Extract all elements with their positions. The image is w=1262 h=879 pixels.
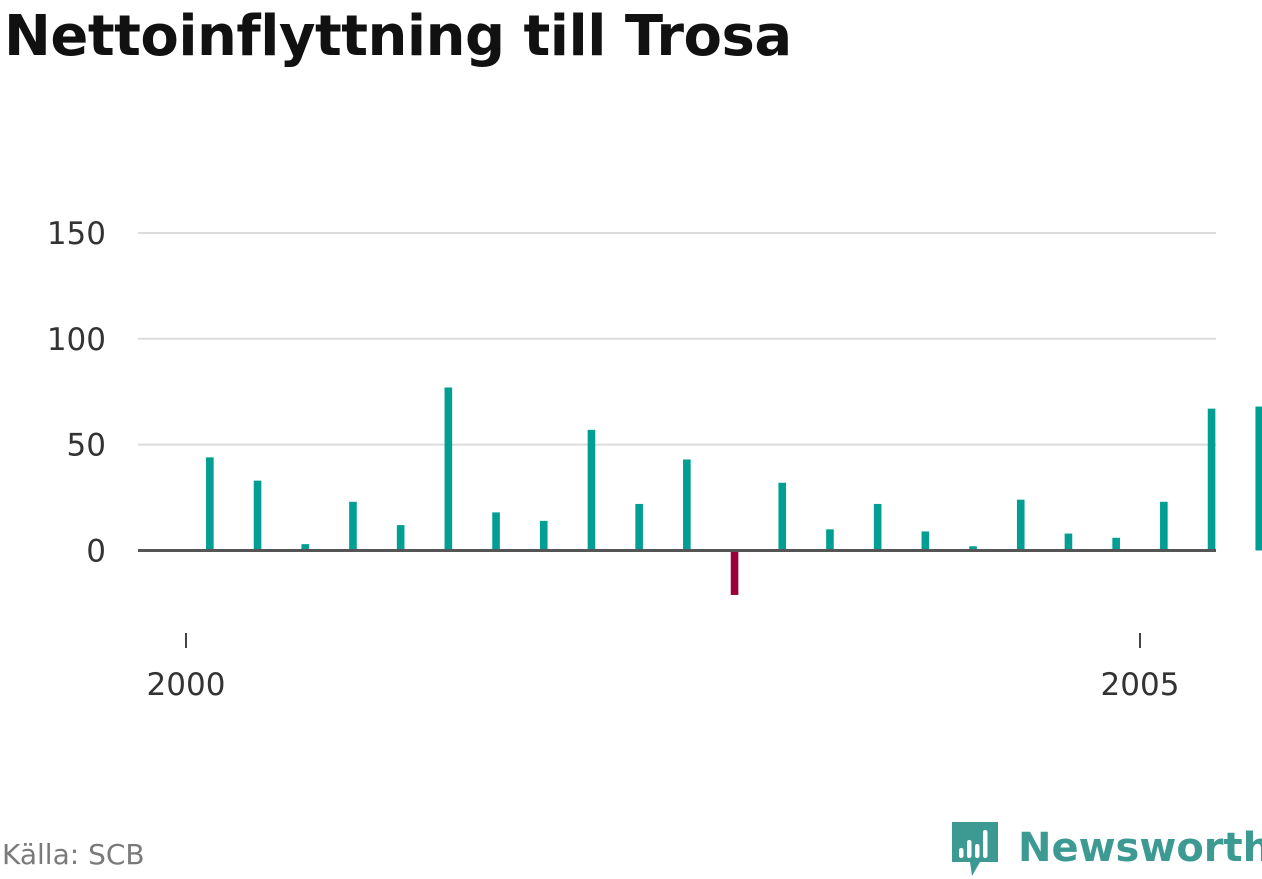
bar [1255, 406, 1262, 551]
x-axis: 200020052010201520202025 [147, 633, 1180, 703]
bar [1064, 533, 1073, 551]
bar [492, 512, 500, 551]
bar [1016, 499, 1025, 551]
y-tick-label: 0 [86, 534, 106, 570]
chart-title: Nettoinflyttning till Trosa [4, 4, 792, 69]
y-axis: 0 50 100 150 [47, 216, 106, 570]
bar [826, 529, 834, 551]
gridlines [138, 231, 1216, 446]
bar [539, 520, 548, 551]
bar [396, 525, 405, 551]
bar [301, 544, 310, 551]
bar-chart-speech-bubble-icon [952, 822, 998, 876]
brand-name: Newsworthy [1018, 825, 1262, 871]
x-tick-label: 2005 [1101, 667, 1180, 703]
bar [635, 503, 643, 551]
bar [730, 550, 739, 595]
x-tick-label: 2000 [147, 667, 226, 703]
brand-logo: Newsworthy [950, 818, 1262, 878]
y-tick-label: 100 [47, 322, 106, 358]
y-tick-label: 50 [67, 428, 106, 464]
bar [206, 457, 214, 551]
bar [1207, 408, 1216, 551]
bar [1112, 537, 1120, 551]
bar [778, 482, 787, 551]
bar [444, 387, 453, 551]
bar [683, 459, 691, 551]
bar [587, 429, 596, 551]
bar [253, 480, 262, 551]
source-label: Källa: SCB [2, 838, 145, 871]
bar [873, 503, 882, 551]
bars [206, 387, 1262, 595]
bar [349, 501, 357, 551]
y-tick-label: 150 [47, 216, 106, 252]
bar [969, 546, 977, 551]
bar [921, 531, 930, 551]
bar [1160, 501, 1168, 551]
